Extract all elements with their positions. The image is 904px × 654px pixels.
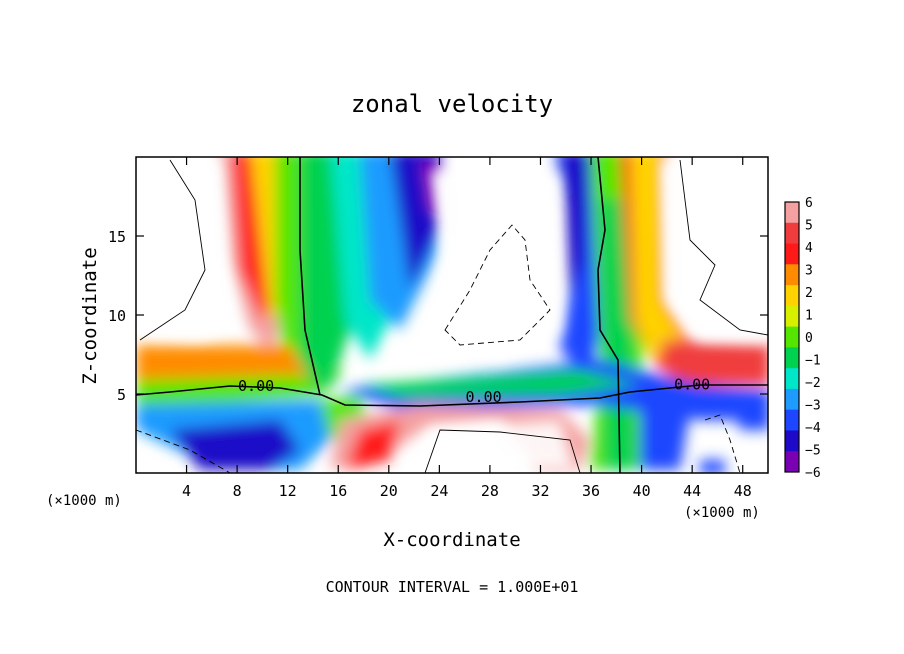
colorbar-frame [784,201,800,473]
x-tick-label: 8 [233,482,242,500]
contour-label: 0.00 [238,377,274,395]
colorbar-label: −5 [805,444,821,459]
colorbar-swatch [785,202,799,224]
colorbar-label: −2 [805,376,821,391]
contour-interval-note: CONTOUR INTERVAL = 1.000E+01 [326,578,579,596]
colorbar-swatch [785,264,799,286]
y-tick-label: 15 [108,228,126,246]
colorbar-label: −3 [805,399,821,414]
x-tick-label: 48 [734,482,752,500]
zero-contour [136,157,768,473]
contour-label: 0.00 [674,376,710,394]
x-unit-left: (×1000 m) [46,493,122,509]
chart-title: zonal velocity [351,90,553,118]
x-tick-label: 36 [582,482,600,500]
colorbar-label: 0 [805,331,813,346]
velocity-field [136,157,768,473]
colorbar-label: 3 [805,264,813,279]
colorbar-swatch [785,305,799,328]
colorbar: 6 5 4 3 2 1 0 −1 −2 −3 −4 −5 −6 [784,196,821,481]
x-unit-right: (×1000 m) [684,505,760,521]
x-tick-label: 28 [481,482,499,500]
colorbar-swatch [785,243,799,265]
colorbar-label: −6 [805,466,821,481]
x-axis-label: X-coordinate [383,529,520,551]
x-tick-label: 4 [182,482,191,500]
x-tick-label: 32 [531,482,549,500]
colorbar-label: −4 [805,421,821,436]
x-tick-label: 12 [279,482,297,500]
x-tick-label: 44 [683,482,701,500]
colorbar-swatch [785,285,799,307]
x-tick-label: 40 [633,482,651,500]
colorbar-swatch [785,347,799,369]
colorbar-label: 1 [805,309,813,324]
y-axis-label: Z-coordinate [79,247,101,384]
colorbar-swatch [785,451,799,473]
x-tick-label: 20 [380,482,398,500]
x-tick-label: 24 [430,482,448,500]
colorbar-label: −1 [805,354,821,369]
colorbar-swatch [785,409,799,431]
colorbar-swatch [785,222,799,245]
colorbar-swatch [785,430,799,452]
y-tick-label: 5 [117,386,126,404]
colorbar-label: 5 [805,219,813,234]
colorbar-swatch [785,326,799,348]
colorbar-label: 4 [805,241,813,256]
colorbar-label: 6 [805,196,813,211]
colorbar-swatch [785,368,799,390]
y-tick-label: 10 [108,307,126,325]
colorbar-swatch [785,388,799,411]
contour-label: 0.00 [466,388,502,406]
x-tick-label: 16 [329,482,347,500]
colorbar-label: 2 [805,286,813,301]
